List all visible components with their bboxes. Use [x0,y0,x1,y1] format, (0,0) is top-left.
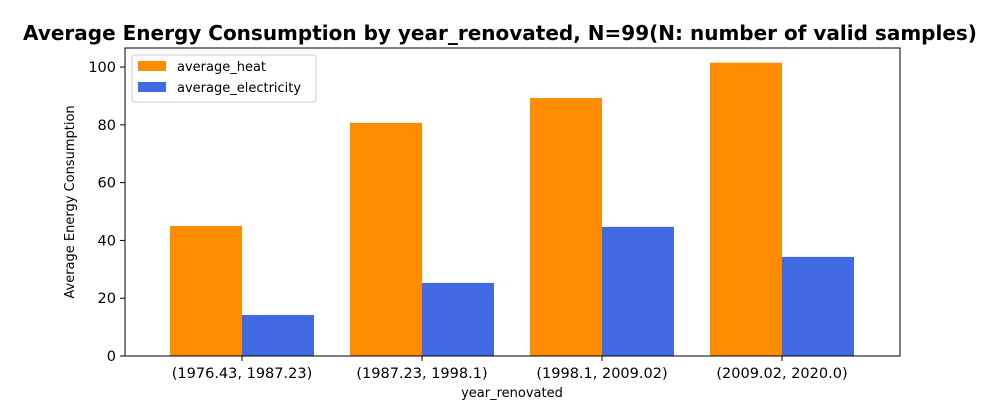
bar-average-electricity-2 [602,226,674,356]
chart-title: Average Energy Consumption by year_renov… [23,21,977,45]
legend-swatch-average-heat [138,61,166,71]
legend-frame [131,54,317,103]
bar-average-heat-2 [530,97,602,357]
y-tick-label: 40 [98,233,116,249]
plot-frame [124,47,901,357]
bar-average-heat-3 [710,62,782,356]
plot-area [170,62,854,357]
y-tick-label: 60 [98,176,116,192]
legend-label-average-electricity: average_electricity [177,81,301,96]
bar-average-heat-1 [350,122,422,356]
legend: average_heat average_electricity [131,54,317,103]
y-tick-label: 100 [88,60,116,76]
x-tick-label: (1976.43, 1987.23) [172,366,312,382]
bar-average-electricity-0 [242,314,314,356]
bar-average-heat-0 [170,225,242,356]
bar-average-electricity-1 [422,282,494,356]
x-tick-label: (2009.02, 2020.0) [716,366,847,382]
x-axis-label: year_renovated [461,386,563,400]
legend-label-average-heat: average_heat [177,60,266,75]
x-tick-label: (1998.1, 2009.02) [536,366,667,382]
y-tick-label: 80 [98,118,116,134]
bar-average-electricity-3 [782,256,854,356]
y-tick-label: 20 [98,291,116,307]
x-axis: (1976.43, 1987.23) (1987.23, 1998.1) (1998… [172,356,848,382]
y-axis-label: Average Energy Consumption [63,105,78,298]
legend-swatch-average-electricity [138,82,166,92]
y-axis: 0 20 40 60 80 100 [88,60,125,365]
x-tick-label: (1987.23, 1998.1) [356,366,487,382]
y-tick-label: 0 [107,349,116,365]
